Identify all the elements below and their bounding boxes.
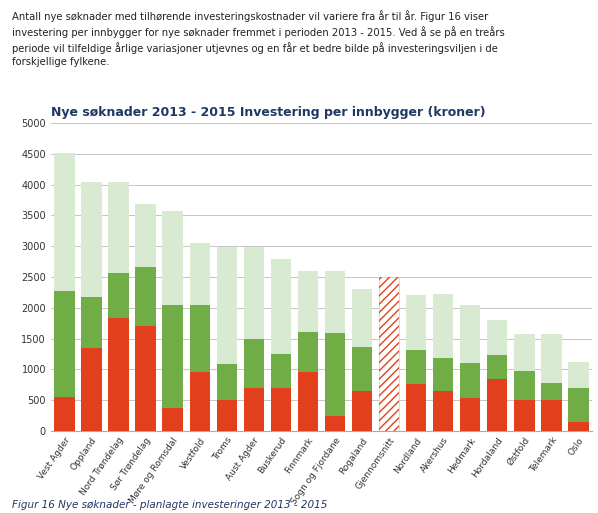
Bar	[379, 277, 399, 431]
Bar	[81, 182, 102, 297]
Bar	[379, 277, 399, 431]
Bar	[216, 364, 237, 400]
Bar	[568, 422, 588, 431]
Bar	[487, 379, 508, 431]
Bar	[514, 370, 535, 400]
Bar	[81, 297, 102, 348]
Bar	[243, 339, 264, 388]
Bar	[135, 267, 155, 326]
Bar	[190, 305, 210, 372]
Bar	[325, 271, 345, 333]
Bar	[271, 259, 291, 354]
Bar	[243, 247, 264, 339]
Bar	[541, 400, 562, 431]
Bar	[325, 416, 345, 431]
Bar	[352, 391, 372, 431]
Bar	[460, 305, 480, 363]
Bar	[514, 400, 535, 431]
Bar	[54, 291, 75, 397]
Bar	[433, 391, 453, 431]
Bar	[108, 182, 129, 273]
Bar	[487, 320, 508, 355]
Bar	[514, 333, 535, 370]
Bar	[433, 358, 453, 391]
Bar	[568, 362, 588, 388]
Bar	[460, 363, 480, 398]
Bar	[541, 383, 562, 400]
Bar	[216, 247, 237, 364]
Bar	[298, 372, 318, 431]
Bar	[108, 273, 129, 318]
Bar	[433, 293, 453, 358]
Bar	[135, 204, 155, 267]
Bar	[406, 384, 426, 431]
Bar	[271, 354, 291, 388]
Bar	[163, 407, 183, 431]
Bar	[487, 355, 508, 379]
Bar	[135, 326, 155, 431]
Bar	[406, 350, 426, 384]
Bar	[568, 388, 588, 422]
Bar	[298, 271, 318, 332]
Text: Antall nye søknader med tilhørende investeringskostnader vil variere fra år til : Antall nye søknader med tilhørende inves…	[12, 10, 505, 67]
Bar	[216, 400, 237, 431]
Bar	[541, 333, 562, 383]
Bar	[352, 347, 372, 391]
Bar	[190, 372, 210, 431]
Bar	[163, 305, 183, 407]
Bar	[406, 295, 426, 350]
Bar	[108, 318, 129, 431]
Bar	[352, 289, 372, 347]
Bar	[325, 333, 345, 416]
Bar	[243, 388, 264, 431]
Bar	[271, 388, 291, 431]
Bar	[81, 348, 102, 431]
Text: Nye søknader 2013 - 2015 Investering per innbygger (kroner): Nye søknader 2013 - 2015 Investering per…	[51, 106, 486, 119]
Bar	[460, 398, 480, 431]
Bar	[54, 397, 75, 431]
Bar	[298, 332, 318, 372]
Text: Figur 16 Nye søknader - planlagte investeringer 2013 - 2015: Figur 16 Nye søknader - planlagte invest…	[12, 501, 327, 510]
Bar	[163, 211, 183, 305]
Bar	[190, 243, 210, 305]
Bar	[54, 153, 75, 291]
